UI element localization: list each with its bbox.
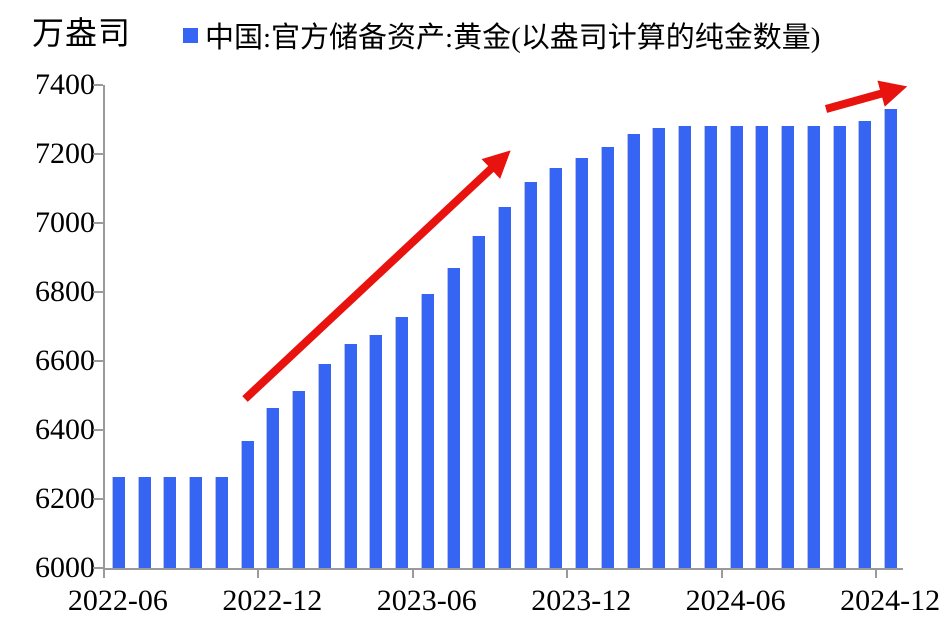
- x-axis-tick-mark: [103, 570, 105, 578]
- y-axis-tick-label: 7200: [35, 137, 95, 170]
- bar: [369, 334, 383, 568]
- x-axis-tick-label: 2023-12: [531, 584, 632, 617]
- bar: [266, 407, 280, 568]
- y-axis-tick-label: 7000: [35, 206, 95, 239]
- x-axis-tick-mark: [411, 570, 414, 578]
- x-axis-tick-mark: [257, 570, 260, 578]
- y-axis-tick-label: 6200: [35, 482, 95, 515]
- bar: [678, 126, 692, 568]
- y-axis-tick-label: 6600: [35, 344, 95, 377]
- bar: [292, 391, 306, 568]
- y-axis-tick-label: 6000: [35, 551, 95, 584]
- y-axis-unit-label: 万盎司: [32, 15, 132, 51]
- y-axis-tick-mark: [93, 222, 103, 224]
- bar: [214, 476, 228, 568]
- y-axis-tick-mark: [93, 291, 103, 293]
- y-axis-tick-mark: [93, 360, 103, 362]
- bar: [549, 168, 563, 568]
- y-axis-tick-label: 6400: [35, 413, 95, 446]
- trend-arrow: [824, 80, 908, 113]
- y-axis-tick-label: 7400: [35, 68, 95, 101]
- bar: [729, 126, 743, 568]
- bar: [703, 126, 717, 568]
- x-axis-line: [103, 568, 903, 570]
- x-axis-tick-label: 2024-12: [840, 584, 941, 617]
- y-axis-tick-mark: [93, 84, 103, 86]
- x-axis-tick-label: 2023-06: [376, 584, 477, 617]
- bar: [137, 476, 151, 568]
- legend-series-label: 中国:官方储备资产:黄金(以盎司计算的纯金数量): [205, 22, 821, 54]
- y-axis-line: [103, 85, 105, 570]
- y-axis-tick-mark: [93, 498, 103, 500]
- y-axis-tick-mark: [93, 153, 103, 155]
- x-axis-tick-mark: [875, 570, 878, 578]
- bar: [163, 476, 177, 568]
- x-axis-tick-mark: [720, 570, 723, 578]
- bar: [395, 317, 409, 568]
- bar: [111, 476, 125, 568]
- bar: [420, 293, 434, 568]
- x-axis-tick-mark: [566, 570, 569, 578]
- bar: [189, 476, 203, 568]
- bar: [472, 236, 486, 568]
- bar: [317, 363, 331, 568]
- bar: [755, 126, 769, 568]
- bar: [240, 441, 254, 568]
- bar: [523, 181, 537, 568]
- x-axis-tick-label: 2022-12: [222, 584, 323, 617]
- bar: [652, 128, 666, 568]
- bar: [575, 158, 589, 568]
- bar: [600, 147, 614, 568]
- x-axis-tick-label: 2024-06: [685, 584, 786, 617]
- y-axis-tick-mark: [93, 567, 103, 569]
- bar: [884, 109, 898, 568]
- bar: [446, 268, 460, 568]
- bar: [343, 343, 357, 568]
- bar: [832, 126, 846, 568]
- y-axis-tick-label: 6800: [35, 275, 95, 308]
- bar: [781, 126, 795, 568]
- y-axis-tick-mark: [93, 429, 103, 431]
- bar: [626, 133, 640, 568]
- bar: [806, 126, 820, 568]
- legend: 中国:官方储备资产:黄金(以盎司计算的纯金数量): [183, 14, 820, 56]
- bar: [858, 120, 872, 568]
- x-axis-tick-label: 2022-06: [67, 584, 168, 617]
- legend-swatch-icon: [183, 27, 198, 43]
- bar: [498, 207, 511, 568]
